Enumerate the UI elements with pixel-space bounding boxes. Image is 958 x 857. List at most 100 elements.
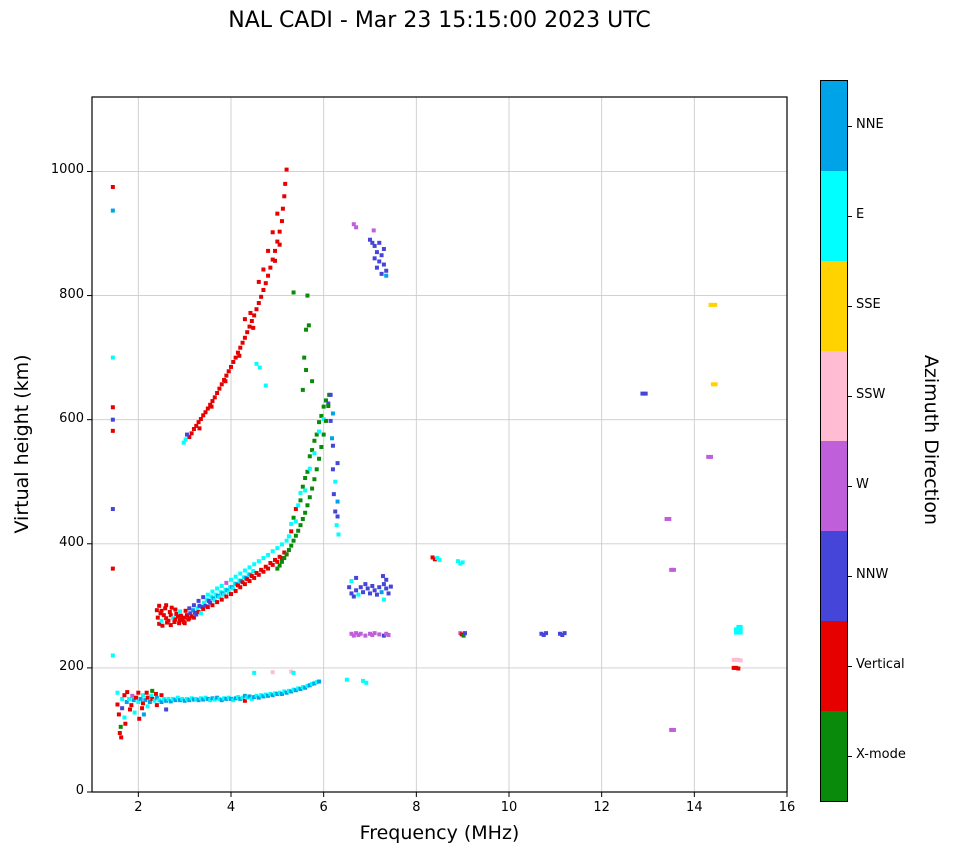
data-point	[235, 350, 240, 355]
data-point	[381, 247, 386, 252]
data-point	[219, 583, 224, 588]
data-point	[173, 698, 178, 703]
data-point	[282, 689, 287, 694]
data-point	[557, 631, 562, 636]
data-point	[370, 240, 375, 245]
data-point	[708, 302, 713, 307]
data-point	[354, 631, 359, 636]
data-point	[317, 679, 322, 684]
colorbar-segment-x-mode	[821, 711, 847, 801]
data-point	[122, 715, 127, 720]
data-point	[119, 735, 124, 740]
data-point	[229, 577, 233, 582]
data-point	[182, 615, 187, 620]
data-point	[136, 700, 141, 705]
data-point	[154, 608, 159, 613]
data-point	[187, 435, 192, 440]
data-point	[245, 695, 250, 700]
data-point	[257, 365, 262, 370]
data-point	[168, 613, 173, 618]
data-point	[317, 429, 322, 434]
data-point	[210, 603, 215, 608]
data-point	[150, 688, 155, 693]
data-point	[164, 707, 169, 712]
data-point	[187, 698, 192, 703]
data-point	[259, 294, 264, 299]
data-point	[175, 614, 180, 619]
data-point	[261, 267, 266, 272]
data-point	[562, 631, 567, 636]
data-point	[247, 579, 252, 584]
data-point	[226, 369, 231, 374]
data-point	[356, 592, 361, 597]
data-point	[344, 677, 349, 682]
data-point	[334, 523, 339, 528]
data-point	[370, 633, 375, 638]
colorbar-label-ssw: SSW	[856, 387, 886, 402]
y-tick-label: 200	[59, 658, 84, 674]
x-tick-label: 8	[412, 800, 421, 815]
chart-title: NAL CADI - Mar 23 15:15:00 2023 UTC	[228, 8, 651, 33]
data-point	[462, 631, 467, 636]
data-point	[173, 607, 178, 612]
x-tick-label: 12	[593, 800, 610, 815]
data-point	[284, 552, 289, 557]
data-point	[713, 382, 718, 387]
data-point	[280, 206, 285, 211]
data-point	[363, 582, 368, 587]
data-point	[254, 693, 259, 698]
data-point	[363, 633, 368, 638]
data-point	[261, 569, 266, 574]
data-point	[263, 564, 268, 569]
data-point	[254, 570, 259, 575]
data-point	[289, 529, 294, 534]
data-point	[671, 727, 676, 732]
data-point	[242, 335, 247, 340]
data-point	[240, 340, 245, 345]
data-point	[215, 390, 220, 395]
x-tick-label: 4	[226, 800, 236, 815]
data-point	[226, 695, 231, 700]
data-point	[224, 373, 229, 378]
data-point	[194, 696, 199, 701]
data-point	[180, 696, 185, 701]
data-point	[298, 686, 303, 691]
data-point	[277, 563, 282, 568]
data-point	[178, 613, 183, 618]
data-point	[196, 610, 201, 615]
data-point	[115, 702, 120, 707]
data-point	[291, 670, 296, 675]
data-point	[159, 608, 164, 613]
data-point	[159, 693, 164, 698]
data-point	[137, 716, 142, 721]
data-point	[326, 404, 331, 409]
data-point	[254, 307, 259, 312]
data-point	[187, 606, 192, 611]
data-point	[298, 490, 303, 495]
data-point	[252, 575, 257, 580]
x-tick-label: 10	[500, 800, 518, 815]
data-point	[202, 600, 207, 605]
data-point	[330, 411, 335, 416]
data-point	[251, 325, 256, 330]
data-point	[120, 706, 125, 711]
data-point	[372, 243, 377, 248]
data-point	[110, 566, 115, 571]
plot-area	[87, 96, 788, 797]
data-point	[242, 568, 247, 573]
data-point	[377, 632, 382, 637]
data-point	[115, 690, 120, 695]
data-point	[212, 598, 217, 603]
data-point	[270, 257, 275, 262]
data-point	[224, 594, 229, 599]
data-point	[249, 574, 254, 579]
data-point	[173, 617, 178, 622]
data-point	[189, 614, 194, 619]
data-point	[127, 707, 132, 712]
data-point	[323, 418, 328, 423]
data-point	[178, 698, 183, 703]
data-point	[317, 456, 322, 461]
data-point	[435, 556, 440, 561]
data-point	[738, 658, 743, 663]
data-point	[351, 594, 356, 599]
